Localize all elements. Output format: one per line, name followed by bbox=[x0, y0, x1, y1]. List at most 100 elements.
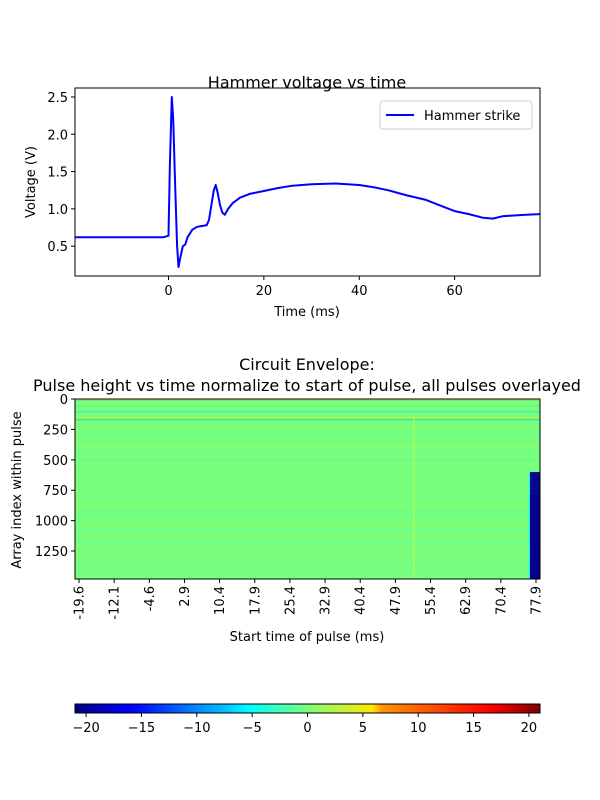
heatmap-title: Circuit Envelope: bbox=[239, 355, 375, 374]
colorbar-tick-label: −20 bbox=[72, 721, 99, 736]
heatmap-band bbox=[75, 400, 540, 401]
heatmap-band bbox=[530, 477, 540, 481]
heatmap-band bbox=[75, 575, 540, 576]
heatmap-band bbox=[75, 493, 540, 495]
x-tick-label: -19.6 bbox=[73, 586, 88, 620]
y-tick-label: 500 bbox=[43, 454, 68, 469]
heatmap-band bbox=[75, 520, 540, 522]
heatmap-band bbox=[75, 410, 540, 412]
x-tick-label: 40 bbox=[351, 284, 368, 299]
heatmap-band bbox=[75, 400, 540, 402]
heatmap-band bbox=[75, 501, 540, 503]
x-tick-label: 17.9 bbox=[248, 586, 263, 615]
heatmap-band bbox=[75, 469, 540, 471]
legend-label: Hammer strike bbox=[424, 109, 520, 124]
heatmap-band bbox=[75, 517, 540, 519]
colorbar-tick-label: −5 bbox=[243, 721, 262, 736]
y-tick-label: 1.5 bbox=[47, 166, 68, 181]
heatmap-band bbox=[75, 480, 540, 482]
heatmap-band bbox=[75, 543, 540, 544]
heatmap-band bbox=[75, 539, 540, 541]
heatmap-band bbox=[530, 471, 540, 475]
legend: Hammer strike bbox=[379, 100, 533, 130]
heatmap-band bbox=[75, 403, 540, 405]
heatmap-band bbox=[75, 552, 540, 554]
heatmap-band bbox=[75, 549, 540, 551]
x-tick-label: 20 bbox=[256, 284, 273, 299]
heatmap-band bbox=[75, 445, 540, 447]
heatmap-band bbox=[530, 492, 540, 496]
y-tick-label: 750 bbox=[43, 484, 68, 499]
heatmap-band bbox=[75, 459, 540, 461]
heatmap-band bbox=[75, 514, 540, 516]
heatmap-band bbox=[75, 416, 540, 418]
y-tick-label: 0.5 bbox=[47, 240, 68, 255]
x-tick-label: 25.4 bbox=[283, 586, 298, 615]
heatmap-band bbox=[75, 448, 540, 450]
heatmap-band bbox=[75, 464, 540, 466]
x-tick-label: 77.9 bbox=[530, 586, 545, 615]
heatmap-band bbox=[75, 450, 540, 452]
heatmap-band bbox=[75, 541, 540, 543]
heatmap-band bbox=[75, 416, 540, 418]
heatmap-band bbox=[75, 442, 540, 444]
heatmap-band bbox=[75, 491, 540, 493]
y-axis-label: Voltage (V) bbox=[24, 146, 39, 218]
chart-title: Hammer voltage vs time bbox=[208, 73, 406, 92]
heatmap-band bbox=[75, 573, 540, 575]
heatmap-band bbox=[75, 554, 540, 556]
colorbar-tick-label: −15 bbox=[128, 721, 155, 736]
heatmap-band bbox=[75, 474, 540, 476]
heatmap-band bbox=[75, 456, 540, 458]
heatmap-x-ticks: -19.6 -12.1 -4.6 2.9 10.4 17.9 25.4 32.9 40.4 47.… bbox=[73, 579, 545, 620]
heatmap-band bbox=[75, 559, 540, 560]
colorbar-tick-label: 5 bbox=[359, 721, 367, 736]
heatmap-band bbox=[75, 488, 540, 490]
heatmap-band bbox=[75, 544, 540, 546]
y-tick-label: 250 bbox=[43, 423, 68, 438]
colorbar-tick-label: 20 bbox=[521, 721, 538, 736]
y-axis-ticks: 0.5 1.0 1.5 2.0 2.5 bbox=[47, 91, 75, 255]
heatmap-band bbox=[530, 485, 540, 489]
colorbar: −20 −15 −10 −5 0 5 10 15 20 bbox=[72, 703, 541, 736]
heatmap-band bbox=[75, 507, 540, 509]
heatmap-band bbox=[75, 519, 540, 520]
heatmap-band bbox=[75, 415, 540, 416]
x-tick-label: -12.1 bbox=[108, 586, 123, 620]
series-line-hammer-strike bbox=[75, 96, 540, 268]
x-tick-label: 70.4 bbox=[494, 586, 509, 615]
heatmap-band bbox=[75, 483, 540, 485]
heatmap-band bbox=[75, 471, 540, 472]
heatmap-band bbox=[75, 535, 540, 536]
colorbar-ticks: −20 −15 −10 −5 0 5 10 15 20 bbox=[72, 713, 537, 736]
y-tick-label: 1.0 bbox=[47, 203, 68, 218]
heatmap-band bbox=[75, 538, 540, 540]
heatmap-band bbox=[75, 411, 540, 413]
heatmap-band bbox=[75, 512, 540, 514]
plot-frame bbox=[74, 87, 541, 277]
heatmap-band bbox=[75, 509, 540, 511]
colorbar-tick-label: 10 bbox=[410, 721, 427, 736]
heatmap-band bbox=[75, 423, 540, 424]
heatmap-band bbox=[75, 477, 540, 479]
x-axis-label: Time (ms) bbox=[273, 305, 340, 320]
heatmap-band bbox=[75, 434, 540, 436]
y-tick-label: 2.0 bbox=[47, 128, 68, 143]
heatmap-band bbox=[75, 429, 540, 431]
heatmap-frame bbox=[74, 398, 541, 580]
heatmap-band bbox=[75, 522, 540, 524]
heatmap-band bbox=[75, 407, 540, 408]
heatmap-band bbox=[75, 571, 540, 573]
x-tick-label: 47.9 bbox=[389, 586, 404, 615]
y-tick-label: 1250 bbox=[35, 545, 68, 560]
heatmap-seam bbox=[413, 417, 415, 579]
heatmap-band bbox=[75, 426, 540, 428]
heatmap-band bbox=[75, 419, 540, 421]
heatmap-band bbox=[75, 551, 540, 552]
colorbar-tick-label: −10 bbox=[183, 721, 210, 736]
heatmap-y-ticks: 0 250 500 750 1000 1250 bbox=[35, 393, 75, 560]
x-axis-ticks: 0 20 40 60 bbox=[164, 276, 463, 299]
x-tick-label: 10.4 bbox=[213, 586, 228, 615]
heatmap-band bbox=[75, 536, 540, 538]
